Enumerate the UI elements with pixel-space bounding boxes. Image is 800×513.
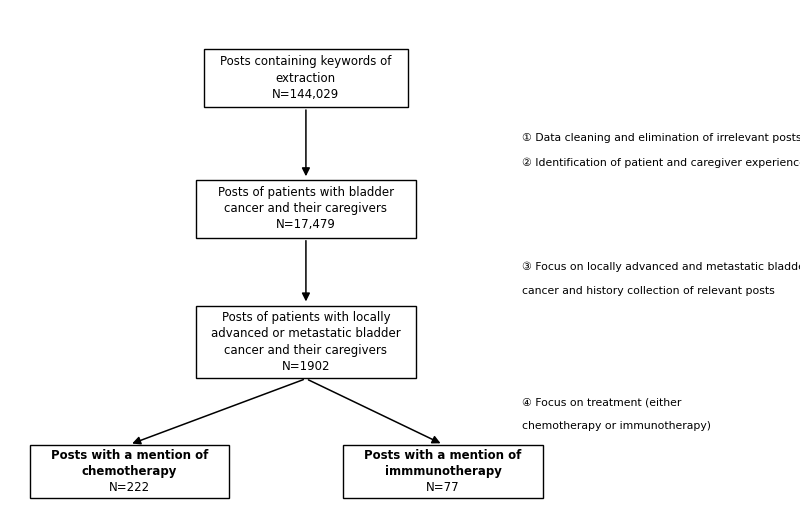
Text: N=17,479: N=17,479 [276, 219, 336, 231]
Text: chemotherapy: chemotherapy [82, 465, 178, 478]
Text: ③ Focus on locally advanced and metastatic bladder: ③ Focus on locally advanced and metastat… [522, 262, 800, 272]
Text: extraction: extraction [276, 71, 336, 85]
FancyBboxPatch shape [196, 306, 416, 379]
Text: cancer and their caregivers: cancer and their caregivers [225, 344, 387, 357]
Text: ② Identification of patient and caregiver experiences: ② Identification of patient and caregive… [522, 157, 800, 168]
FancyBboxPatch shape [204, 49, 408, 107]
Text: chemotherapy or immunotherapy): chemotherapy or immunotherapy) [522, 421, 710, 431]
Text: advanced or metastatic bladder: advanced or metastatic bladder [211, 327, 401, 341]
Text: Posts of patients with locally: Posts of patients with locally [222, 311, 390, 324]
Text: cancer and history collection of relevant posts: cancer and history collection of relevan… [522, 286, 774, 295]
Text: Posts with a mention of: Posts with a mention of [365, 449, 522, 462]
Text: N=77: N=77 [426, 481, 460, 494]
Text: Posts with a mention of: Posts with a mention of [51, 449, 208, 462]
Text: Posts of patients with bladder: Posts of patients with bladder [218, 186, 394, 199]
Text: N=222: N=222 [109, 481, 150, 494]
Text: immmunotherapy: immmunotherapy [385, 465, 502, 478]
Text: ① Data cleaning and elimination of irrelevant posts: ① Data cleaning and elimination of irrel… [522, 133, 800, 143]
FancyBboxPatch shape [343, 445, 543, 498]
FancyBboxPatch shape [30, 445, 230, 498]
Text: ④ Focus on treatment (either: ④ Focus on treatment (either [522, 397, 681, 407]
Text: Posts containing keywords of: Posts containing keywords of [220, 55, 392, 68]
Text: N=1902: N=1902 [282, 360, 330, 372]
Text: N=144,029: N=144,029 [272, 88, 339, 101]
FancyBboxPatch shape [196, 180, 416, 238]
Text: cancer and their caregivers: cancer and their caregivers [225, 202, 387, 215]
